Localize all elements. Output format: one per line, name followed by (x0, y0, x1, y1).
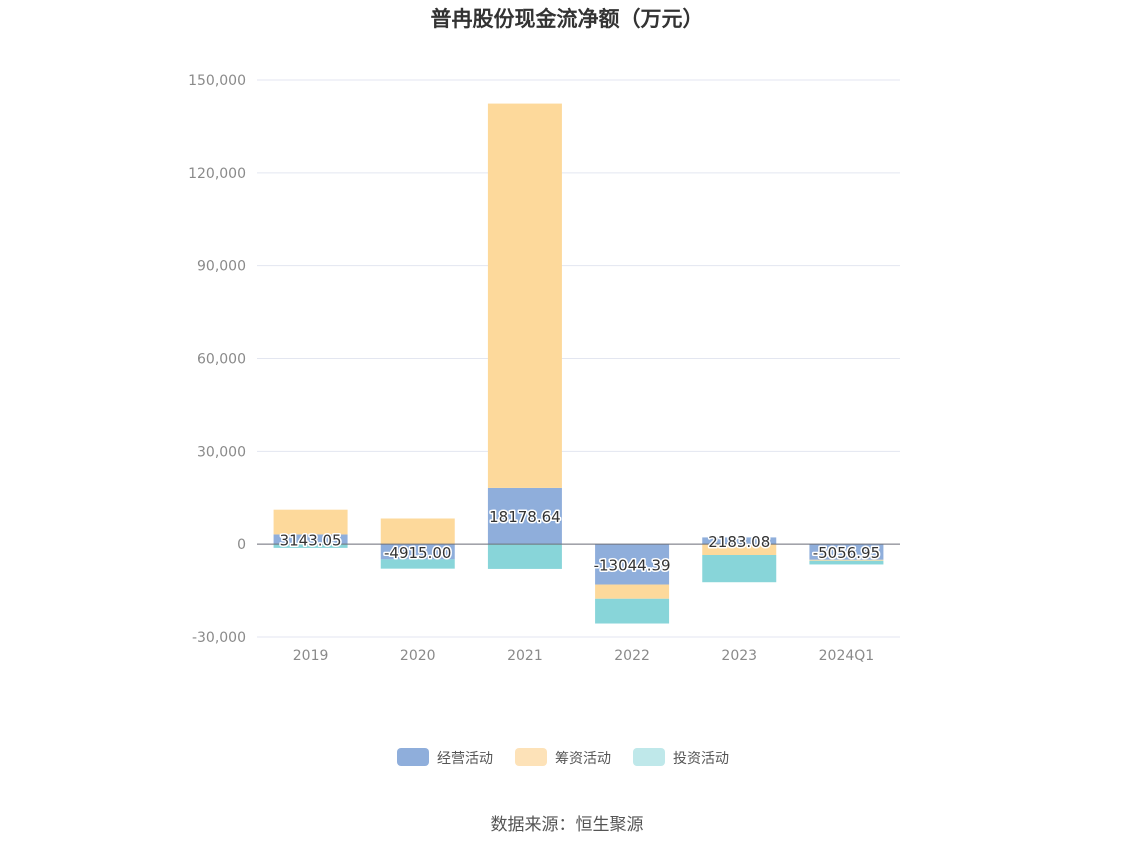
data-label-2022: -13044.39 (594, 556, 671, 574)
bar-series (273, 103, 884, 624)
source-note: 数据来源：恒生聚源 (491, 815, 644, 835)
legend-swatch (633, 748, 665, 766)
data-label-2019: 3143.05 (280, 531, 342, 549)
data-label-2020: -4915.00 (384, 544, 451, 562)
y-tick-label: 90,000 (197, 259, 246, 275)
y-tick-label: -30,000 (192, 630, 246, 646)
legend: 经营活动 筹资活动 投资活动 (397, 748, 729, 767)
x-tick-label-2022: 2022 (614, 648, 650, 664)
gridlines (257, 79, 900, 638)
bar-2020-series-0[interactable] (380, 544, 455, 560)
x-axis: 2019 2020 2021 2022 2023 2024Q1 (293, 648, 874, 664)
legend-item-1[interactable]: 筹资活动 (515, 748, 611, 767)
bar-2019-series-1[interactable] (273, 509, 348, 535)
bar-2021-series-2[interactable] (487, 544, 562, 569)
legend-item-0[interactable]: 经营活动 (397, 748, 493, 767)
bar-2024q1-series-2[interactable] (809, 560, 884, 565)
x-tick-label-2019: 2019 (293, 648, 329, 664)
chart-title: 普冉股份现金流净额（万元） (431, 7, 704, 31)
bar-2022-series-2[interactable] (595, 598, 670, 624)
legend-label: 筹资活动 (555, 750, 611, 767)
bar-2020-series-1[interactable] (380, 518, 455, 545)
y-tick-label: 30,000 (197, 444, 246, 460)
y-tick-label: 0 (237, 537, 246, 553)
data-labels: 3143.05 -4915.00 18178.64 -13044.39 2183.08 -… (278, 507, 882, 576)
bar-2019-series-0[interactable] (273, 534, 348, 545)
y-axis: -30,000 0 30,000 60,000 90,000 120,000 150,000 (188, 73, 246, 646)
bar-2024q1-series-1[interactable] (809, 559, 884, 561)
bar-2021-series-0[interactable] (487, 487, 562, 545)
legend-label: 投资活动 (673, 751, 729, 767)
bar-2021-series-1[interactable] (487, 103, 562, 488)
bar-2023-series-2[interactable] (702, 554, 777, 583)
bar-2022-series-1[interactable] (595, 584, 670, 599)
y-tick-label: 150,000 (188, 73, 246, 89)
x-tick-label-2021: 2021 (507, 648, 543, 664)
x-tick-label-2023: 2023 (721, 648, 757, 664)
legend-swatch (397, 748, 429, 766)
x-tick-label-2020: 2020 (400, 648, 436, 664)
data-label-2023: 2183.08 (708, 533, 770, 551)
legend-item-2[interactable]: 投资活动 (633, 748, 729, 767)
bar-2024q1-series-0[interactable] (809, 544, 884, 560)
bar-2023-series-1[interactable] (702, 544, 777, 555)
y-tick-label: 120,000 (188, 166, 246, 182)
legend-label: 经营活动 (437, 751, 493, 767)
y-tick-label: 60,000 (197, 352, 246, 368)
bar-2019-series-2[interactable] (273, 544, 348, 548)
bar-2020-series-2[interactable] (380, 559, 455, 569)
data-label-2024q1: -5056.95 (813, 544, 880, 562)
legend-swatch (515, 748, 547, 766)
x-tick-label-2024q1: 2024Q1 (819, 648, 875, 664)
bar-2022-series-0[interactable] (595, 544, 670, 585)
bar-2023-series-0[interactable] (702, 537, 777, 545)
data-label-2021: 18178.64 (489, 508, 561, 526)
